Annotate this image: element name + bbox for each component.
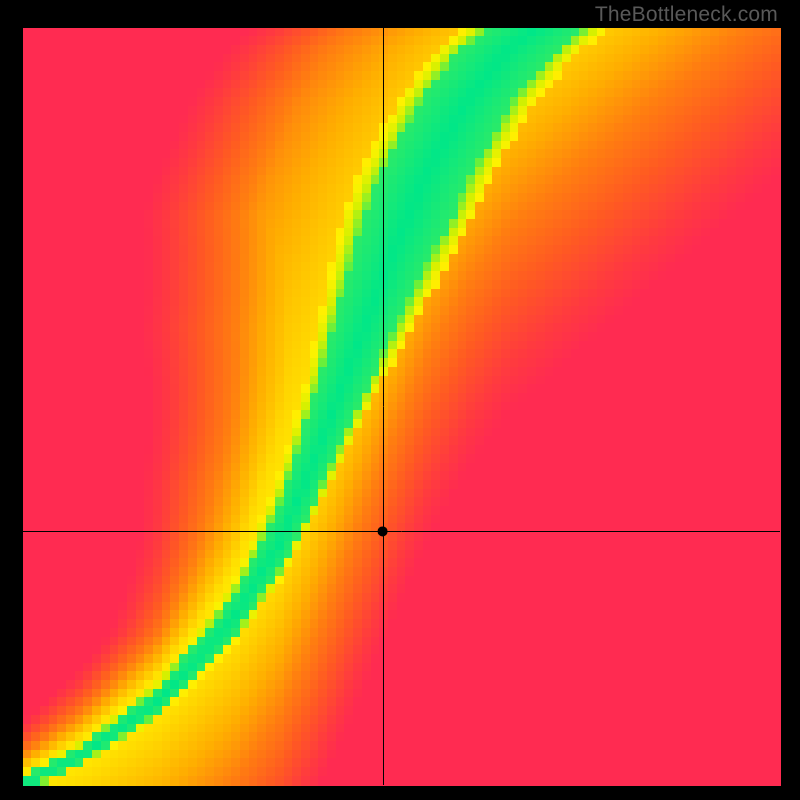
figure-container: { "canvas": { "width": 800, "height": 80… <box>0 0 800 800</box>
watermark-text: TheBottleneck.com <box>595 3 778 27</box>
bottleneck-heatmap <box>0 0 800 800</box>
